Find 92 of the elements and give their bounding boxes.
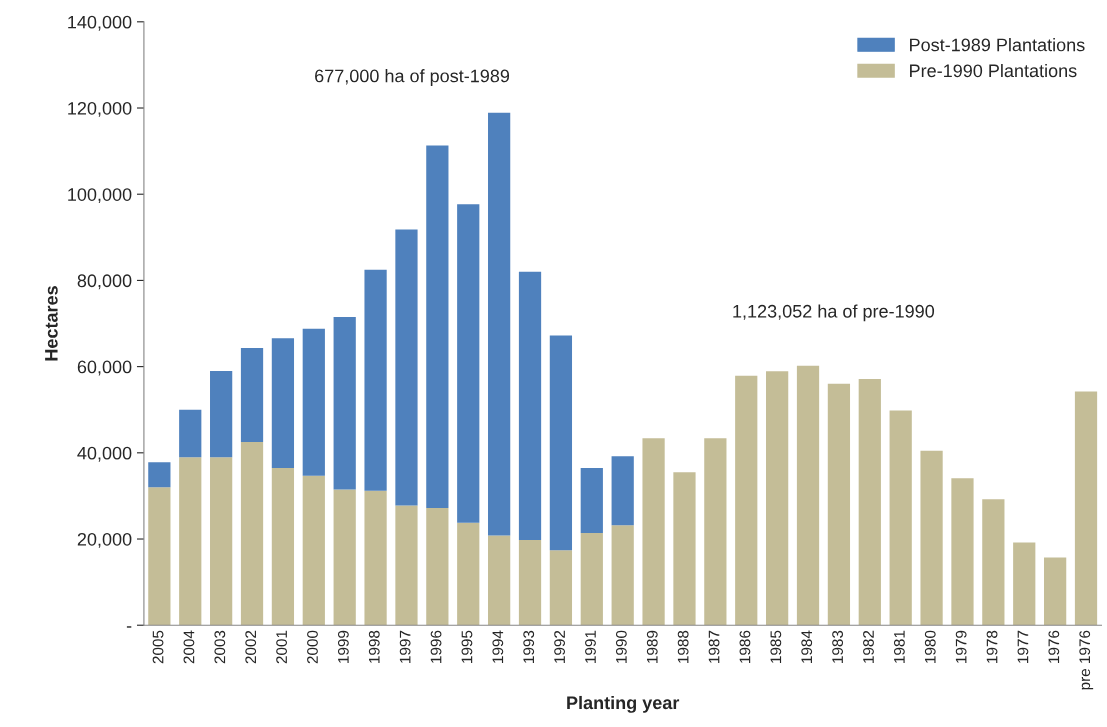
bar [333,489,356,626]
bar [148,462,171,488]
x-tick-label: 1993 [523,630,535,663]
bar [302,475,325,626]
bar [766,371,789,626]
x-tick-label: 1982 [863,630,874,663]
bar [1044,557,1067,626]
x-tick-label: 2000 [307,630,318,664]
bar [426,145,449,508]
bar [457,204,480,523]
annotation: 1,123,052 ha of pre-1990 [733,304,935,322]
x-tick-label: 1976 [1048,630,1060,663]
bar [549,550,573,626]
bar [704,438,727,626]
bar [488,535,511,626]
x-tick-label: 1989 [646,630,658,663]
bar [673,472,696,626]
bar [364,490,387,626]
x-tick-label: 1987 [708,630,720,663]
x-tick-label: 1996 [430,630,442,663]
legend-label: Post-1989 Plantations [910,38,1085,52]
bar [735,375,758,626]
legend-label: Pre-1990 Plantations [910,63,1077,78]
bar [1013,542,1036,626]
y-tick-label: 120,000 [68,101,132,117]
x-tick-label: 1977 [1017,630,1029,663]
annotation: 677,000 ha of post-1989 [315,69,510,86]
bar [271,467,295,626]
bar [333,317,356,490]
y-tick-label: 60,000 [77,360,132,376]
x-tick-label: 1995 [461,630,473,663]
y-tick-label: 20,000 [77,532,132,548]
bar [1074,391,1098,626]
bar [271,338,295,468]
bar [858,379,881,626]
x-tick-label: 1990 [615,630,627,663]
bar [827,383,851,626]
y-tick-label: 80,000 [77,274,132,290]
bar [395,505,418,626]
x-tick-label: 1991 [585,630,596,663]
bar [426,507,449,626]
y-tick-label: 140,000 [68,15,132,31]
y-tick-label: 40,000 [77,446,132,462]
bar [889,410,912,626]
x-axis-title: Planting year [567,695,680,713]
x-tick-label: 1984 [801,630,813,663]
y-tick-label: 100,000 [68,188,132,204]
x-tick-label: 1999 [337,630,349,663]
x-tick-label: 1981 [893,630,905,663]
x-tick-label: 2001 [276,630,288,664]
bar [920,450,943,626]
bar [611,456,634,526]
x-tick-label: 2004 [183,630,195,664]
bar [982,499,1005,626]
x-tick-label: 2003 [214,630,226,664]
bar [364,269,387,491]
bar [580,467,603,533]
x-tick-label: 1986 [739,630,751,663]
x-tick-label: 1983 [832,630,844,663]
bar [518,539,542,626]
bar [580,532,603,626]
bar [240,442,264,626]
x-tick-label: 1985 [770,630,782,663]
x-tick-label: 1998 [368,630,380,663]
x-tick-label: 1992 [554,630,566,663]
bar [642,438,665,626]
bar [302,328,325,476]
bar [148,487,171,626]
x-tick-label: 1980 [924,630,936,663]
bar [179,409,202,458]
bar [210,370,233,458]
x-tick-label: 2002 [245,630,257,664]
bar [179,457,202,626]
y-tick-label: - [126,626,132,628]
bar [240,348,264,443]
x-tick-label: 1994 [492,630,504,663]
y-axis-title: Hectares [45,286,58,361]
x-tick-label: 1979 [955,630,967,663]
bar [611,525,634,626]
bar [796,365,820,626]
x-tick-label: 1997 [399,630,411,663]
x-tick-label: 2005 [152,630,164,664]
bar [951,478,974,626]
bar [457,522,480,626]
x-tick-label: 1988 [677,630,689,663]
x-tick-label: 1978 [986,630,998,663]
x-tick-label: pre 1976 [1079,630,1094,690]
bar [395,229,418,506]
bar [488,112,511,536]
bar [549,335,573,551]
bar [210,457,233,626]
bar [518,271,542,540]
